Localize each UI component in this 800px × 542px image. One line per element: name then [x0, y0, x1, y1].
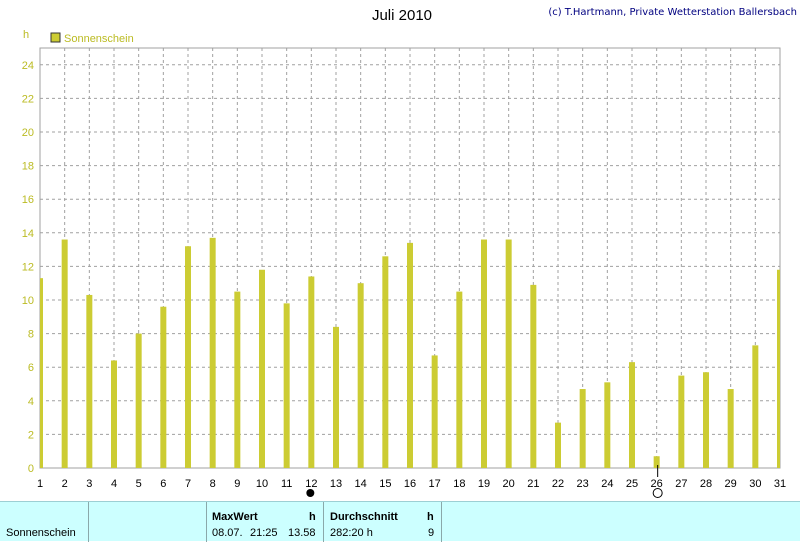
x-tick-label: 31: [774, 478, 786, 490]
x-tick-label: 18: [453, 478, 465, 490]
bar-day-8: [209, 237, 216, 468]
stats-separator: [206, 502, 207, 542]
x-tick-label: 23: [577, 478, 589, 490]
x-tick-label: 6: [160, 478, 166, 490]
y-tick-label: 20: [22, 127, 34, 139]
max-value: 13.58: [288, 527, 316, 539]
bar-day-17: [431, 355, 438, 468]
x-tick-label: 7: [185, 478, 191, 490]
bar-day-23: [579, 389, 586, 468]
x-tick-label: 10: [256, 478, 268, 490]
x-tick-label: 8: [210, 478, 216, 490]
y-tick-label: 18: [22, 161, 34, 173]
bar-day-29: [727, 389, 734, 468]
max-header: MaxWert: [212, 511, 258, 523]
bar-day-9: [234, 291, 241, 468]
stats-panel: Sonnenschein MaxWert h 08.07. 21:25 13.5…: [0, 501, 800, 542]
x-tick-label: 17: [429, 478, 441, 490]
x-tick-label: 27: [675, 478, 687, 490]
x-tick-label: 3: [86, 478, 92, 490]
avg-value: 282:20 h: [330, 527, 373, 539]
stats-series-label: Sonnenschein: [6, 527, 76, 539]
x-tick-label: 29: [725, 478, 737, 490]
x-tick-label: 11: [281, 478, 292, 490]
bar-day-3: [86, 294, 93, 468]
x-tick-label: 9: [234, 478, 240, 490]
x-tick-label: 22: [552, 478, 564, 490]
y-tick-label: 12: [22, 261, 34, 273]
bar-day-25: [629, 362, 635, 468]
x-tick-label: 16: [404, 478, 416, 490]
y-tick-label: 24: [22, 60, 34, 72]
x-tick-label: 14: [355, 478, 367, 490]
bar-day-24: [604, 382, 611, 468]
bar-day-19: [481, 239, 487, 468]
bar-day-27: [678, 375, 685, 468]
bar-day-14: [357, 283, 364, 468]
bar-day-18: [456, 291, 463, 468]
y-tick-label: 10: [22, 295, 34, 307]
bar-day-12: [308, 276, 315, 468]
x-tick-label: 15: [379, 478, 391, 490]
y-tick-label: 14: [22, 228, 34, 240]
bar-day-5: [135, 333, 142, 468]
marker-filled-circle: [306, 489, 315, 497]
avg-unit: h: [427, 511, 434, 523]
bar-day-22: [555, 422, 561, 468]
bar-day-28: [703, 372, 709, 468]
x-tick-label: 25: [626, 478, 638, 490]
bar-day-1: [40, 278, 43, 468]
x-tick-label: 13: [330, 478, 342, 490]
x-tick-label: 19: [478, 478, 490, 490]
x-tick-label: 4: [111, 478, 117, 490]
legend-swatch: [50, 32, 61, 43]
legend-label: Sonnenschein: [64, 33, 134, 45]
y-tick-label: 16: [22, 194, 34, 206]
bar-day-4: [111, 360, 117, 468]
x-tick-label: 30: [749, 478, 761, 490]
bar-day-26: [653, 456, 660, 468]
marker-open-circle: [652, 488, 663, 498]
bar-day-15: [382, 256, 389, 468]
bar-day-10: [259, 269, 265, 468]
stats-separator: [88, 502, 89, 542]
max-date: 08.07.: [212, 527, 243, 539]
max-time: 21:25: [250, 527, 278, 539]
y-tick-label: 8: [28, 329, 34, 341]
chart-title: Juli 2010: [372, 7, 432, 24]
bar-day-6: [160, 306, 167, 468]
bar-day-16: [407, 242, 413, 468]
bar-day-7: [185, 246, 191, 468]
x-tick-label: 26: [651, 478, 663, 490]
x-tick-label: 21: [527, 478, 539, 490]
avg-count: 9: [428, 527, 435, 539]
copyright-text: (c) T.Hartmann, Private Wetterstation Ba…: [548, 7, 797, 18]
bar-day-31: [777, 269, 780, 468]
y-tick-label: 2: [28, 429, 34, 441]
y-tick-label: 6: [28, 362, 34, 374]
y-tick-label: 22: [22, 93, 34, 105]
sunshine-chart: Juli 2010 (c) T.Hartmann, Private Wetter…: [22, 7, 797, 498]
x-tick-label: 24: [601, 478, 613, 490]
x-tick-label: 20: [503, 478, 515, 490]
stats-separator: [441, 502, 442, 542]
x-tick-label: 28: [700, 478, 712, 490]
bar-day-20: [505, 239, 512, 468]
stats-separator: [323, 502, 324, 542]
x-tick-label: 1: [37, 478, 43, 490]
bar-day-21: [530, 284, 537, 468]
bar-day-13: [333, 326, 339, 468]
avg-header: Durchschnitt: [330, 511, 398, 523]
max-unit: h: [309, 511, 316, 523]
x-tick-label: 12: [305, 478, 317, 490]
bar-day-11: [283, 303, 290, 468]
y-tick-label: 4: [28, 396, 34, 408]
bar-day-2: [61, 239, 68, 468]
bar-day-30: [752, 345, 759, 468]
y-axis-unit: h: [23, 29, 29, 41]
x-tick-label: 5: [136, 478, 142, 490]
y-tick-label: 0: [28, 463, 34, 475]
x-tick-label: 2: [62, 478, 68, 490]
